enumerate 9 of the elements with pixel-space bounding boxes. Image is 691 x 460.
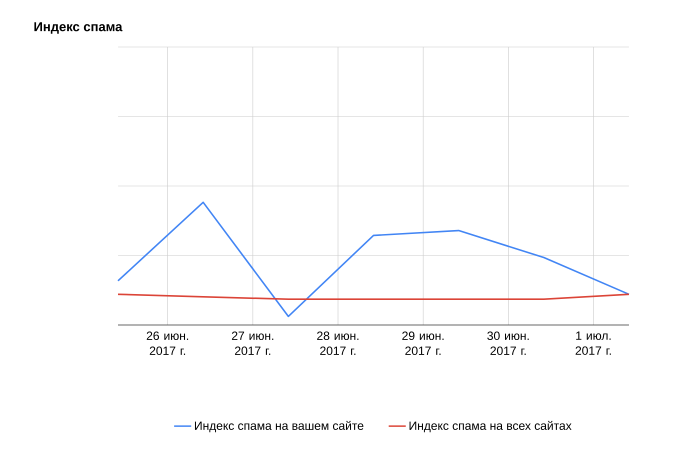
x-tick-label: 29 июн. 2017 г. xyxy=(402,332,444,356)
x-tick-label: 1 июл. 2017 г. xyxy=(576,332,611,355)
legend-label: Индекс спама на вашем сайте xyxy=(194,420,364,432)
x-tick-label: 30 июн. 2017 г. xyxy=(487,332,529,356)
legend-label: Индекс спама на всех сайтах xyxy=(410,420,572,432)
chart-title: Индекс спама xyxy=(34,22,122,34)
x-tick-label: 26 июн. 2017 г. xyxy=(146,332,188,356)
x-tick-label: 27 июн. 2017 г. xyxy=(232,332,274,356)
x-tick-label: 28 июн. 2017 г. xyxy=(317,332,358,356)
